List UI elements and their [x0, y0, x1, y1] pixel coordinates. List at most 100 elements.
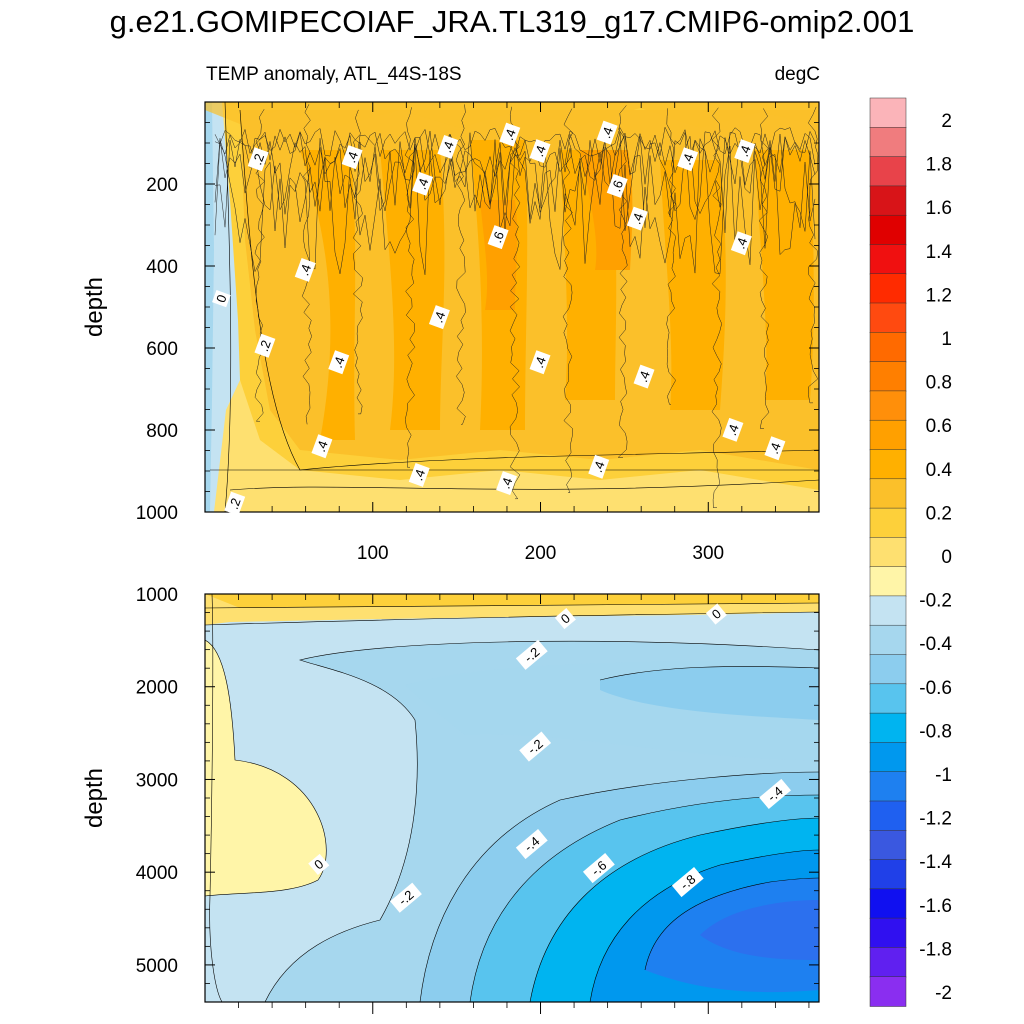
contour-label-box: [671, 866, 704, 898]
contour-label: .4: [328, 350, 350, 375]
contour-label: .6: [606, 173, 628, 198]
colorbar-box: [869, 947, 907, 978]
lower-y-axis-label: depth: [81, 768, 108, 828]
colorbar-box: [869, 859, 907, 890]
colorbar-box: [869, 800, 907, 832]
upper-y-tick-label: 400: [146, 257, 178, 278]
upper-y-axis-label: depth: [81, 277, 108, 337]
colorbar-label: 1.2: [926, 285, 952, 306]
contour-label: .4: [633, 364, 655, 389]
contour-label-text: .6: [608, 178, 626, 193]
upper-contour-line: [509, 106, 521, 500]
contour-label-text: .4: [410, 467, 428, 482]
contour-label: .6: [487, 225, 509, 250]
contour-label-text: .4: [439, 139, 457, 154]
contour-label-box: [311, 434, 333, 459]
contour-label: .2: [224, 491, 246, 516]
upper-contour-line: [562, 108, 573, 493]
contour-label-box: [487, 225, 509, 250]
contour-label-text: -.2: [525, 736, 546, 757]
lower-y-tick-label: 3000: [136, 770, 178, 791]
contour-label: -.4: [759, 778, 792, 809]
colorbar-box: [869, 888, 907, 919]
contour-label-box: [308, 853, 330, 875]
lower-y-tick-label: 5000: [136, 956, 178, 977]
contour-label: .4: [311, 434, 333, 459]
contour-label-box: [515, 639, 548, 670]
contour-label: .4: [341, 145, 363, 170]
colorbar-label: 2: [941, 111, 952, 132]
contour-label-text: -.8: [677, 871, 698, 892]
colorbar-label: -1.4: [919, 852, 952, 873]
contour-label: -.2: [515, 639, 548, 670]
contour-label-text: .4: [590, 459, 608, 474]
colorbar-box: [869, 537, 907, 568]
contour-label-text: .4: [414, 176, 432, 191]
colorbar-box: [869, 566, 907, 597]
contour-label-box: [764, 436, 786, 461]
contour-label-box: [341, 145, 363, 170]
contour-label: .4: [496, 471, 517, 496]
contour-label-text: .4: [431, 309, 449, 324]
colorbar-label: -0.2: [919, 591, 952, 612]
colorbar-box: [869, 507, 907, 539]
contour-label: -.2: [519, 731, 552, 762]
contour-label-text: -.6: [588, 857, 609, 878]
contour-label-text: .4: [766, 441, 784, 456]
contour-label-box: [390, 882, 422, 913]
contour-label-text: .2: [249, 152, 267, 167]
contour-label-box: [722, 417, 744, 442]
figure-title: g.e21.GOMIPECOIAF_JRA.TL319_g17.CMIP6-om…: [109, 4, 915, 39]
colorbar-box: [869, 361, 907, 392]
colorbar-label: 0: [941, 547, 952, 568]
colorbar-box: [869, 624, 907, 656]
lower-y-tick-label: 2000: [136, 678, 178, 699]
colorbar-label: 0.4: [926, 460, 953, 481]
contour-label: .4: [677, 147, 699, 172]
colorbar-label: 1.8: [926, 155, 952, 176]
contour-label-box: [437, 134, 459, 159]
contour-label-box: [633, 364, 655, 389]
upper-contour-line: [758, 108, 770, 429]
contour-label: .4: [499, 122, 521, 147]
upper-contour-line: [807, 106, 819, 404]
contour-label: 0: [554, 608, 576, 630]
upper-contour-line: [455, 104, 466, 425]
contour-label-text: .4: [628, 211, 646, 226]
contour-label-box: [294, 257, 316, 282]
colorbar-label: 0.2: [926, 503, 952, 524]
colorbar-box: [869, 214, 907, 246]
colorbar-label: 0.8: [926, 373, 952, 394]
contour-label: .4: [428, 305, 450, 330]
contour-label-box: [705, 603, 727, 625]
contour-label: .4: [730, 231, 752, 256]
upper-y-tick-label: 800: [146, 421, 178, 442]
contour-label-box: [254, 333, 276, 358]
contour-label-box: [734, 139, 756, 163]
contour-label: .4: [734, 139, 756, 163]
contour-label: -.4: [515, 828, 548, 860]
colorbar-label: 1.6: [926, 198, 952, 219]
contour-label: 0: [308, 853, 330, 875]
contour-label-text: -.2: [395, 887, 416, 908]
contour-label-box: [212, 289, 231, 308]
contour-label-text: -.4: [764, 783, 785, 804]
contour-label-box: [408, 462, 430, 487]
colorbar-label: -1.6: [919, 896, 952, 917]
contour-label-box: [677, 147, 699, 172]
contour-label-box: [759, 778, 792, 809]
colorbar-box: [869, 390, 907, 421]
contour-label: 0: [705, 603, 727, 625]
colorbar-label: -1: [935, 765, 952, 786]
contour-label-text: .4: [736, 143, 754, 158]
colorbar-box: [869, 478, 907, 509]
upper-contour-line: [666, 108, 677, 405]
contour-label: .4: [722, 417, 744, 442]
contour-label-box: [224, 491, 246, 516]
contour-label: 0: [212, 289, 231, 308]
colorbar-box: [869, 683, 907, 714]
contour-label-text: .4: [343, 149, 361, 164]
contour-label: .4: [764, 436, 786, 461]
contour-label-text: .4: [724, 422, 742, 437]
contour-label-box: [529, 139, 551, 163]
